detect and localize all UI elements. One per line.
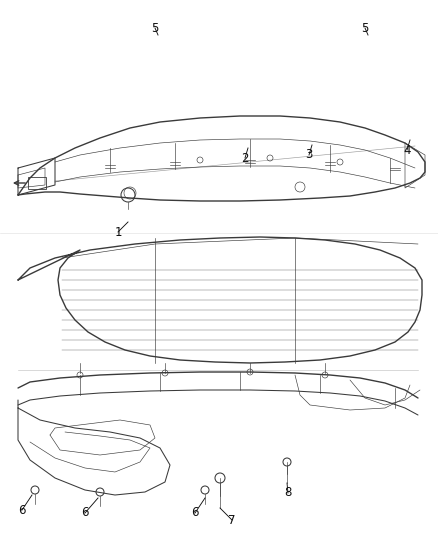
Text: 6: 6 [18,504,26,516]
Text: 8: 8 [284,487,292,499]
Text: 7: 7 [228,513,236,527]
Text: 6: 6 [191,506,199,520]
FancyBboxPatch shape [28,177,46,189]
Text: 5: 5 [361,21,369,35]
Text: 6: 6 [81,506,89,520]
Text: 5: 5 [151,21,159,35]
Text: 4: 4 [403,143,411,157]
Text: 1: 1 [114,225,122,238]
Text: 3: 3 [305,149,313,161]
Text: 2: 2 [241,151,249,165]
